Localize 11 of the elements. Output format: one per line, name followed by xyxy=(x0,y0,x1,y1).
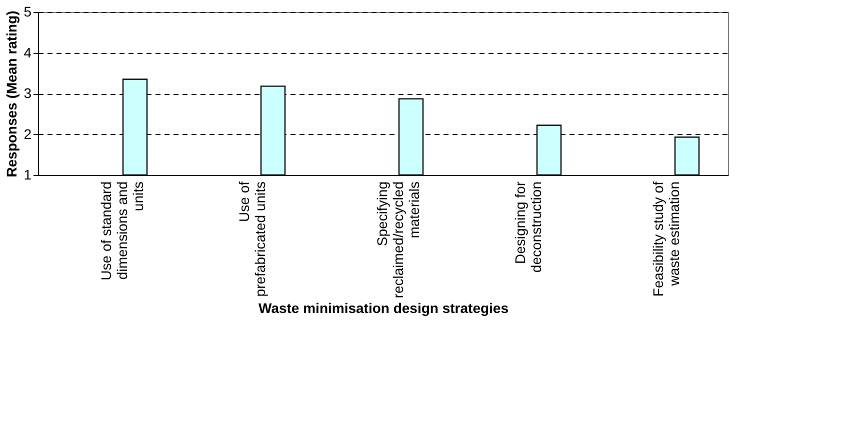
x-axis-title: Waste minimisation design strategies xyxy=(258,300,509,316)
y-tick-label: 4 xyxy=(24,44,32,60)
x-tick-label: Designing for deconstruction xyxy=(512,181,544,273)
x-tick-label: Use of standard dimensions and units xyxy=(98,182,146,280)
y-tick-label: 2 xyxy=(24,126,32,142)
y-axis-title: Responses (Mean rating) xyxy=(4,10,20,178)
x-tick-label: Feasibility study of waste estimation xyxy=(650,181,682,297)
y-tick-label: 5 xyxy=(24,4,32,20)
y-tick-label: 1 xyxy=(24,166,32,182)
y-tick-label: 3 xyxy=(24,85,32,101)
x-tick-label: Specifying reclaimed/recycled materials xyxy=(374,182,422,298)
